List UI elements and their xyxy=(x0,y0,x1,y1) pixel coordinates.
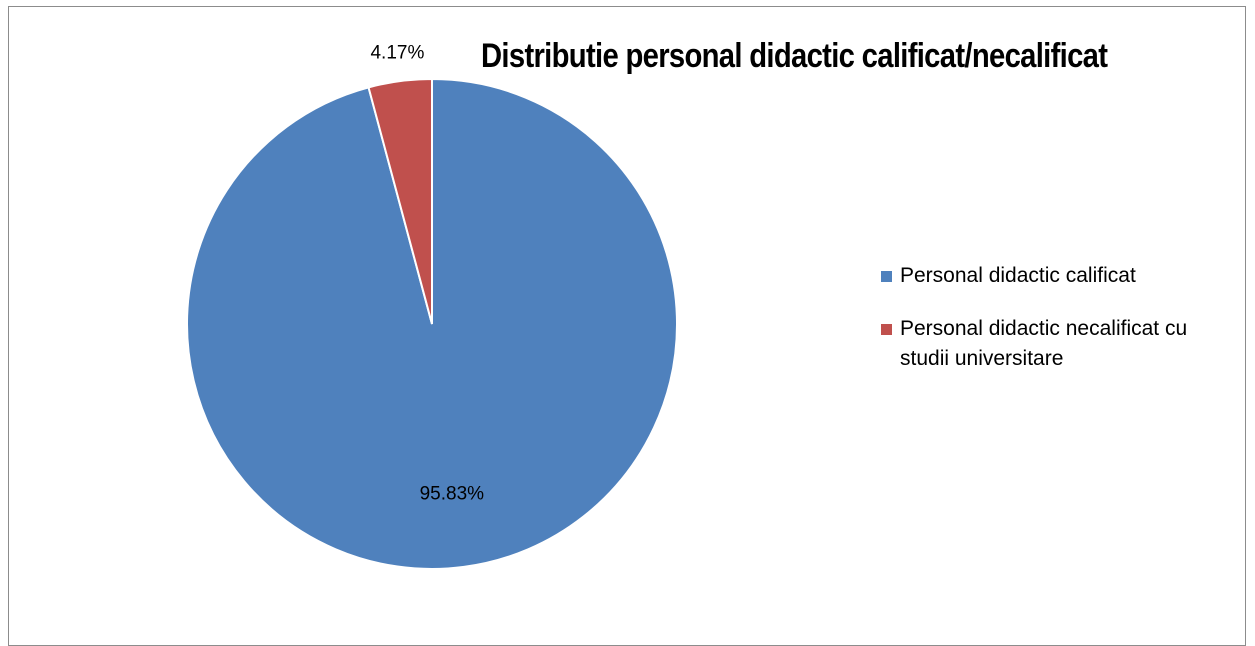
data-label-necalificat: 4.17% xyxy=(370,43,424,64)
legend-item-necalificat: Personal didactic necalificat cu studii … xyxy=(881,314,1221,374)
pie-chart: 95.83% 4.17% xyxy=(186,43,678,570)
legend: Personal didactic calificat Personal did… xyxy=(881,261,1221,397)
legend-label-calificat: Personal didactic calificat xyxy=(900,264,1136,287)
legend-item-calificat: Personal didactic calificat xyxy=(881,261,1221,291)
pie-slice-necalificat xyxy=(367,77,433,325)
chart-title: Distributie personal didactic calificat/… xyxy=(481,37,1108,75)
legend-swatch-necalificat xyxy=(881,324,892,335)
legend-swatch-calificat xyxy=(881,271,892,282)
data-label-calificat: 95.83% xyxy=(420,484,485,505)
legend-label-necalificat: Personal didactic necalificat cu studii … xyxy=(900,317,1188,370)
pie-slice-calificat xyxy=(186,77,678,570)
